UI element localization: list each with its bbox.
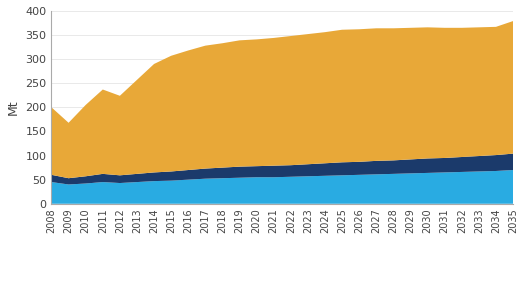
Y-axis label: Mt: Mt (7, 100, 20, 115)
